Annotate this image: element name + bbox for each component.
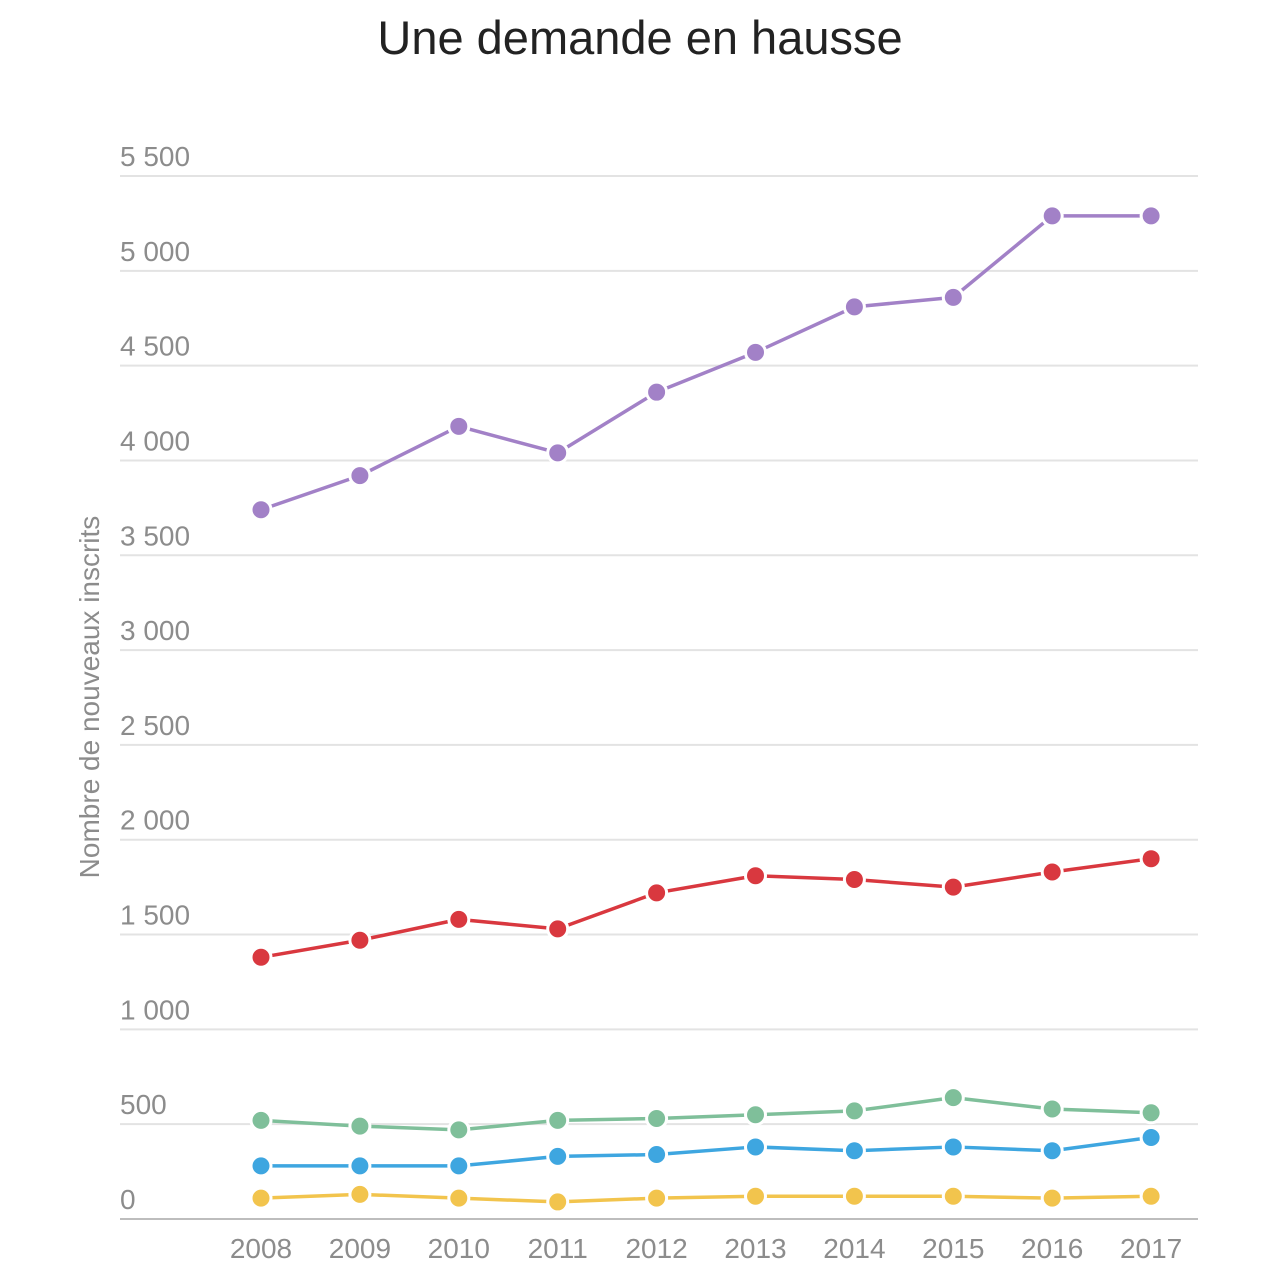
series-2 xyxy=(249,847,1163,969)
data-point xyxy=(348,1114,372,1138)
y-tick-label: 2 500 xyxy=(120,710,190,741)
data-point xyxy=(249,945,273,969)
data-point xyxy=(348,928,372,952)
data-point xyxy=(645,1106,669,1130)
data-point xyxy=(744,1103,767,1127)
data-point xyxy=(546,441,570,465)
data-point xyxy=(842,868,866,892)
y-tick-label: 4 000 xyxy=(120,425,190,456)
data-point xyxy=(645,881,669,905)
data-point xyxy=(941,1086,965,1110)
y-tick-label: 5 000 xyxy=(120,236,190,267)
data-point xyxy=(744,340,767,364)
series-line xyxy=(259,856,1153,960)
x-tick-label: 2012 xyxy=(625,1233,687,1264)
data-point xyxy=(842,1184,866,1208)
data-point xyxy=(1040,860,1064,884)
data-point xyxy=(744,1135,767,1159)
y-tick-label: 1 000 xyxy=(120,994,190,1025)
data-point xyxy=(645,1186,669,1210)
data-point xyxy=(941,875,965,899)
data-point xyxy=(744,864,767,888)
series-4 xyxy=(249,1125,1163,1178)
x-tick-label: 2011 xyxy=(528,1233,588,1264)
data-point xyxy=(1139,204,1163,228)
y-tick-label: 4 500 xyxy=(120,331,190,362)
series-group xyxy=(249,204,1163,1214)
data-point xyxy=(941,285,965,309)
data-point xyxy=(1139,1101,1163,1125)
chart-title: Une demande en hausse xyxy=(377,11,903,64)
data-point xyxy=(348,1182,372,1206)
data-point xyxy=(645,380,669,404)
x-tick-label: 2015 xyxy=(922,1233,984,1264)
data-point xyxy=(348,1154,372,1178)
data-point xyxy=(348,464,372,488)
data-point xyxy=(1139,1184,1163,1208)
data-point xyxy=(447,1118,471,1142)
data-point xyxy=(1040,1186,1064,1210)
data-point xyxy=(1139,1125,1163,1149)
data-point xyxy=(842,295,866,319)
series-1 xyxy=(249,204,1163,522)
data-point xyxy=(249,1154,273,1178)
data-point xyxy=(546,917,570,941)
series-line xyxy=(259,1192,1153,1204)
series-5 xyxy=(249,1182,1163,1214)
data-point xyxy=(447,414,471,438)
data-point xyxy=(447,1186,471,1210)
data-point xyxy=(1040,1139,1064,1163)
data-point xyxy=(546,1108,570,1132)
data-point xyxy=(842,1139,866,1163)
data-point xyxy=(249,1108,273,1132)
x-tick-label: 2017 xyxy=(1120,1233,1182,1264)
y-tick-label: 5 500 xyxy=(120,141,190,172)
data-point xyxy=(1040,1097,1064,1121)
series-line xyxy=(259,1095,1153,1132)
y-tick-label: 3 000 xyxy=(120,615,190,646)
y-tick-label: 1 500 xyxy=(120,900,190,931)
y-tick-label: 0 xyxy=(120,1184,136,1215)
data-point xyxy=(941,1184,965,1208)
data-point xyxy=(941,1135,965,1159)
data-point xyxy=(447,907,471,931)
data-point xyxy=(447,1154,471,1178)
y-tick-label: 3 500 xyxy=(120,520,190,551)
y-axis-ticks: 0 500 1 000 1 500 2 000 2 500 3 000 3 500 4 000 4… xyxy=(120,141,190,1215)
gridlines xyxy=(120,175,1198,1220)
data-point xyxy=(546,1144,570,1168)
data-point xyxy=(1139,847,1163,871)
x-tick-label: 2010 xyxy=(428,1233,490,1264)
data-point xyxy=(249,498,273,522)
data-point xyxy=(645,1143,669,1167)
x-tick-label: 2016 xyxy=(1021,1233,1083,1264)
x-tick-label: 2013 xyxy=(724,1233,786,1264)
data-point xyxy=(546,1190,570,1214)
x-tick-label: 2014 xyxy=(823,1233,885,1264)
data-point xyxy=(744,1184,767,1208)
x-tick-label: 2009 xyxy=(329,1233,391,1264)
series-line xyxy=(259,1135,1153,1168)
y-tick-label: 500 xyxy=(120,1089,167,1120)
data-point xyxy=(842,1099,866,1123)
series-line xyxy=(259,214,1153,512)
data-point xyxy=(249,1186,273,1210)
data-point xyxy=(1040,204,1064,228)
y-tick-label: 2 000 xyxy=(120,805,190,836)
x-tick-label: 2008 xyxy=(230,1233,292,1264)
series-3 xyxy=(249,1086,1163,1142)
x-axis-ticks: 2008 2009 2010 2011 2012 2013 2014 2015 2016 2017 xyxy=(230,1233,1182,1264)
